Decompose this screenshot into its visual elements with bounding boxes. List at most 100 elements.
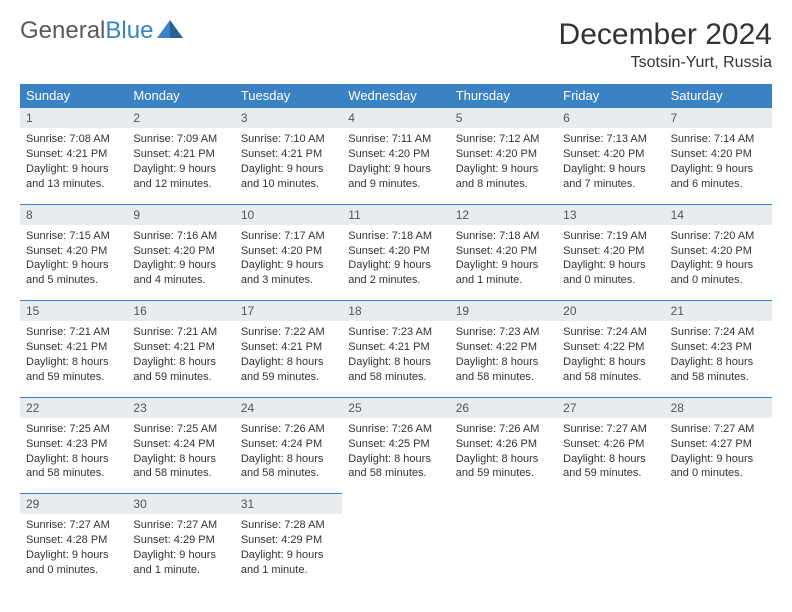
- sunrise-line: Sunrise: 7:11 AM: [348, 132, 443, 147]
- daylight-line2: and 58 minutes.: [671, 370, 766, 385]
- sunrise-line: Sunrise: 7:13 AM: [563, 132, 658, 147]
- day-cell: 2Sunrise: 7:09 AMSunset: 4:21 PMDaylight…: [127, 107, 234, 194]
- day-cell: 12Sunrise: 7:18 AMSunset: 4:20 PMDayligh…: [450, 204, 557, 291]
- daylight-line1: Daylight: 9 hours: [456, 258, 551, 273]
- daylight-line2: and 58 minutes.: [241, 466, 336, 481]
- daylight-line1: Daylight: 9 hours: [133, 162, 228, 177]
- sunset-line: Sunset: 4:26 PM: [456, 437, 551, 452]
- sunset-line: Sunset: 4:29 PM: [133, 533, 228, 548]
- daylight-line2: and 0 minutes.: [563, 273, 658, 288]
- day-number: 26: [450, 397, 557, 418]
- sunset-line: Sunset: 4:20 PM: [563, 244, 658, 259]
- daylight-line1: Daylight: 8 hours: [563, 452, 658, 467]
- daylight-line2: and 0 minutes.: [671, 466, 766, 481]
- day-number: 2: [127, 107, 234, 128]
- triangle-icon: [157, 18, 183, 43]
- day-number: 16: [127, 300, 234, 321]
- day-cell: ..: [342, 493, 449, 580]
- day-cell: 19Sunrise: 7:23 AMSunset: 4:22 PMDayligh…: [450, 300, 557, 387]
- daylight-line1: Daylight: 8 hours: [348, 355, 443, 370]
- dayname: Saturday: [665, 84, 772, 107]
- sunset-line: Sunset: 4:20 PM: [671, 147, 766, 162]
- day-number: 15: [20, 300, 127, 321]
- day-cell: ..: [450, 493, 557, 580]
- daylight-line2: and 58 minutes.: [133, 466, 228, 481]
- sunrise-line: Sunrise: 7:25 AM: [133, 422, 228, 437]
- daylight-line1: Daylight: 9 hours: [26, 548, 121, 563]
- day-body: Sunrise: 7:27 AMSunset: 4:27 PMDaylight:…: [665, 418, 772, 483]
- day-cell: 1Sunrise: 7:08 AMSunset: 4:21 PMDaylight…: [20, 107, 127, 194]
- day-cell: 17Sunrise: 7:22 AMSunset: 4:21 PMDayligh…: [235, 300, 342, 387]
- daylight-line2: and 13 minutes.: [26, 177, 121, 192]
- daylight-line2: and 8 minutes.: [456, 177, 551, 192]
- day-number: 7: [665, 107, 772, 128]
- sunrise-line: Sunrise: 7:21 AM: [26, 325, 121, 340]
- day-cell: 30Sunrise: 7:27 AMSunset: 4:29 PMDayligh…: [127, 493, 234, 580]
- daylight-line2: and 1 minute.: [133, 563, 228, 578]
- daylight-line2: and 58 minutes.: [348, 370, 443, 385]
- daylight-line1: Daylight: 9 hours: [26, 162, 121, 177]
- sunrise-line: Sunrise: 7:26 AM: [241, 422, 336, 437]
- daylight-line2: and 1 minute.: [456, 273, 551, 288]
- daylight-line1: Daylight: 9 hours: [241, 162, 336, 177]
- daylight-line1: Daylight: 9 hours: [133, 258, 228, 273]
- daylight-line2: and 4 minutes.: [133, 273, 228, 288]
- day-body: Sunrise: 7:16 AMSunset: 4:20 PMDaylight:…: [127, 225, 234, 290]
- sunset-line: Sunset: 4:29 PM: [241, 533, 336, 548]
- day-cell: 7Sunrise: 7:14 AMSunset: 4:20 PMDaylight…: [665, 107, 772, 194]
- daylight-line2: and 59 minutes.: [241, 370, 336, 385]
- day-number: 14: [665, 204, 772, 225]
- day-body: Sunrise: 7:27 AMSunset: 4:26 PMDaylight:…: [557, 418, 664, 483]
- sunset-line: Sunset: 4:24 PM: [241, 437, 336, 452]
- dayname: Monday: [127, 84, 234, 107]
- day-cell: 22Sunrise: 7:25 AMSunset: 4:23 PMDayligh…: [20, 397, 127, 484]
- day-cell: 31Sunrise: 7:28 AMSunset: 4:29 PMDayligh…: [235, 493, 342, 580]
- sunset-line: Sunset: 4:23 PM: [671, 340, 766, 355]
- sunset-line: Sunset: 4:21 PM: [133, 340, 228, 355]
- day-body: Sunrise: 7:21 AMSunset: 4:21 PMDaylight:…: [20, 321, 127, 386]
- daylight-line1: Daylight: 8 hours: [26, 355, 121, 370]
- day-body: Sunrise: 7:26 AMSunset: 4:25 PMDaylight:…: [342, 418, 449, 483]
- day-number: 9: [127, 204, 234, 225]
- sunrise-line: Sunrise: 7:28 AM: [241, 518, 336, 533]
- day-cell: 5Sunrise: 7:12 AMSunset: 4:20 PMDaylight…: [450, 107, 557, 194]
- dayname: Sunday: [20, 84, 127, 107]
- day-cell: 9Sunrise: 7:16 AMSunset: 4:20 PMDaylight…: [127, 204, 234, 291]
- sunrise-line: Sunrise: 7:19 AM: [563, 229, 658, 244]
- day-number: 18: [342, 300, 449, 321]
- sunrise-line: Sunrise: 7:27 AM: [671, 422, 766, 437]
- daylight-line2: and 59 minutes.: [456, 466, 551, 481]
- sunset-line: Sunset: 4:21 PM: [348, 340, 443, 355]
- day-number: 21: [665, 300, 772, 321]
- sunrise-line: Sunrise: 7:18 AM: [348, 229, 443, 244]
- sunset-line: Sunset: 4:21 PM: [26, 340, 121, 355]
- day-number: 4: [342, 107, 449, 128]
- day-cell: 3Sunrise: 7:10 AMSunset: 4:21 PMDaylight…: [235, 107, 342, 194]
- daylight-line1: Daylight: 8 hours: [26, 452, 121, 467]
- day-cell: 18Sunrise: 7:23 AMSunset: 4:21 PMDayligh…: [342, 300, 449, 387]
- sunset-line: Sunset: 4:21 PM: [241, 147, 336, 162]
- daylight-line2: and 2 minutes.: [348, 273, 443, 288]
- daylight-line1: Daylight: 8 hours: [133, 452, 228, 467]
- day-body: Sunrise: 7:27 AMSunset: 4:29 PMDaylight:…: [127, 514, 234, 579]
- day-number: 3: [235, 107, 342, 128]
- day-number: 25: [342, 397, 449, 418]
- sunset-line: Sunset: 4:20 PM: [456, 244, 551, 259]
- daylight-line2: and 59 minutes.: [133, 370, 228, 385]
- day-cell: 13Sunrise: 7:19 AMSunset: 4:20 PMDayligh…: [557, 204, 664, 291]
- sunrise-line: Sunrise: 7:21 AM: [133, 325, 228, 340]
- day-body: Sunrise: 7:18 AMSunset: 4:20 PMDaylight:…: [450, 225, 557, 290]
- day-number: 6: [557, 107, 664, 128]
- location: Tsotsin-Yurt, Russia: [559, 54, 772, 72]
- daylight-line2: and 59 minutes.: [563, 466, 658, 481]
- daylight-line1: Daylight: 9 hours: [241, 548, 336, 563]
- daylight-line1: Daylight: 8 hours: [563, 355, 658, 370]
- calendar: SundayMondayTuesdayWednesdayThursdayFrid…: [20, 84, 772, 580]
- day-number: 24: [235, 397, 342, 418]
- day-body: Sunrise: 7:24 AMSunset: 4:23 PMDaylight:…: [665, 321, 772, 386]
- sunset-line: Sunset: 4:23 PM: [26, 437, 121, 452]
- day-cell: 29Sunrise: 7:27 AMSunset: 4:28 PMDayligh…: [20, 493, 127, 580]
- dayname: Friday: [557, 84, 664, 107]
- sunset-line: Sunset: 4:20 PM: [348, 147, 443, 162]
- day-number: 17: [235, 300, 342, 321]
